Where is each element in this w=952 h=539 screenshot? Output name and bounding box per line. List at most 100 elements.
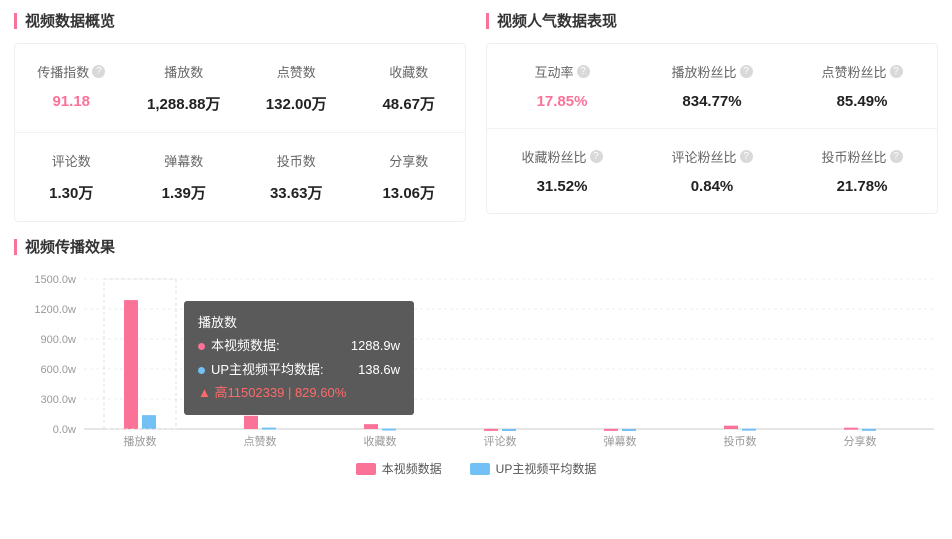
svg-text:600.0w: 600.0w [41, 364, 77, 376]
stat-label: 评论粉丝比? [671, 147, 752, 166]
stat-value: 834.77% [643, 93, 781, 110]
bar[interactable] [622, 429, 636, 431]
chart-legend: 本视频数据 UP主视频平均数据 [14, 460, 938, 478]
help-icon[interactable]: ? [590, 150, 603, 163]
stat-cell: 投币粉丝比? 21.78% [787, 128, 937, 213]
stat-label-text: 投币粉丝比 [821, 147, 886, 166]
bar[interactable] [502, 429, 516, 431]
popularity-card: 互动率? 17.85% 播放粉丝比? 834.77% 点赞粉丝比? 85.49% 收藏粉丝比… [486, 43, 938, 214]
stat-cell: 播放数 1,288.88万 [128, 44, 241, 132]
overview-title: 视频数据概览 [14, 10, 466, 31]
stat-value: 1.30万 [21, 182, 122, 203]
svg-text:播放数: 播放数 [124, 434, 157, 448]
stat-label: 播放数 [164, 62, 203, 81]
effect-section: 视频传播效果 0.0w300.0w600.0w900.0w1200.0w1500… [0, 222, 952, 478]
svg-text:1200.0w: 1200.0w [34, 304, 76, 316]
stat-label: 评论数 [52, 151, 91, 170]
stat-label: 点赞数 [277, 62, 316, 81]
popularity-title-text: 视频人气数据表现 [497, 10, 617, 31]
legend-label: 本视频数据 [382, 460, 442, 477]
svg-text:300.0w: 300.0w [41, 394, 77, 406]
legend-swatch [470, 463, 490, 475]
bar[interactable] [604, 429, 618, 431]
legend-item[interactable]: 本视频数据 [356, 460, 442, 477]
chart-container: 0.0w300.0w600.0w900.0w1200.0w1500.0w播放数点… [14, 269, 938, 454]
stat-label: 收藏数 [389, 62, 428, 81]
stat-value: 33.63万 [246, 182, 347, 203]
bar[interactable] [262, 428, 276, 430]
help-icon[interactable]: ? [890, 150, 903, 163]
overview-title-text: 视频数据概览 [25, 10, 115, 31]
stat-label: 点赞粉丝比? [821, 62, 902, 81]
stat-value: 13.06万 [359, 182, 460, 203]
stat-value: 21.78% [793, 178, 931, 195]
svg-text:评论数: 评论数 [484, 434, 517, 448]
legend-item[interactable]: UP主视频平均数据 [470, 460, 597, 477]
title-accent [14, 239, 17, 255]
effect-title: 视频传播效果 [14, 236, 938, 257]
stat-value: 1,288.88万 [134, 93, 235, 114]
svg-text:0.0w: 0.0w [53, 424, 76, 436]
stat-label-text: 点赞数 [277, 62, 316, 81]
help-icon[interactable]: ? [740, 150, 753, 163]
svg-text:点赞数: 点赞数 [244, 435, 277, 448]
bar[interactable] [364, 424, 378, 429]
stat-cell: 收藏粉丝比? 31.52% [487, 128, 637, 213]
stat-value: 31.52% [493, 178, 631, 195]
bar[interactable] [724, 426, 738, 429]
stat-label-text: 播放粉丝比 [671, 62, 736, 81]
stat-cell: 点赞数 132.00万 [240, 44, 353, 132]
stat-label: 播放粉丝比? [671, 62, 752, 81]
stat-cell: 播放粉丝比? 834.77% [637, 44, 787, 128]
stat-label-text: 分享数 [389, 151, 428, 170]
stat-cell: 收藏数 48.67万 [353, 44, 466, 132]
bar[interactable] [124, 300, 138, 429]
stat-cell: 投币数 33.63万 [240, 132, 353, 221]
stat-value: 132.00万 [246, 93, 347, 114]
stat-value: 1.39万 [134, 182, 235, 203]
stat-value: 91.18 [21, 93, 122, 110]
stat-value: 48.67万 [359, 93, 460, 114]
title-accent [14, 13, 17, 29]
bar[interactable] [742, 429, 756, 431]
stat-cell: 分享数 13.06万 [353, 132, 466, 221]
stat-value: 85.49% [793, 93, 931, 110]
stat-cell: 评论粉丝比? 0.84% [637, 128, 787, 213]
stat-label-text: 点赞粉丝比 [821, 62, 886, 81]
stat-value: 17.85% [493, 93, 631, 110]
stat-label-text: 传播指数 [37, 62, 89, 81]
bar[interactable] [382, 429, 396, 431]
stat-label-text: 互动率 [534, 62, 573, 81]
svg-text:弹幕数: 弹幕数 [604, 434, 637, 448]
help-icon[interactable]: ? [577, 65, 590, 78]
stat-label: 分享数 [389, 151, 428, 170]
bar[interactable] [862, 429, 876, 431]
bar-chart: 0.0w300.0w600.0w900.0w1200.0w1500.0w播放数点… [14, 269, 938, 454]
help-icon[interactable]: ? [92, 65, 105, 78]
bar[interactable] [484, 429, 498, 431]
stat-label-text: 收藏数 [389, 62, 428, 81]
stat-cell: 点赞粉丝比? 85.49% [787, 44, 937, 128]
stat-cell: 传播指数? 91.18 [15, 44, 128, 132]
legend-label: UP主视频平均数据 [496, 460, 597, 477]
bar[interactable] [142, 415, 156, 429]
stat-label-text: 弹幕数 [164, 151, 203, 170]
stat-value: 0.84% [643, 178, 781, 195]
bar[interactable] [844, 428, 858, 430]
stat-cell: 弹幕数 1.39万 [128, 132, 241, 221]
help-icon[interactable]: ? [890, 65, 903, 78]
stat-label: 传播指数? [37, 62, 105, 81]
stat-cell: 评论数 1.30万 [15, 132, 128, 221]
legend-swatch [356, 463, 376, 475]
stat-label-text: 播放数 [164, 62, 203, 81]
bar[interactable] [244, 416, 258, 429]
stat-label-text: 评论粉丝比 [671, 147, 736, 166]
stat-label: 收藏粉丝比? [521, 147, 602, 166]
effect-title-text: 视频传播效果 [25, 236, 115, 257]
stat-label-text: 投币数 [277, 151, 316, 170]
help-icon[interactable]: ? [740, 65, 753, 78]
title-accent [486, 13, 489, 29]
popularity-title: 视频人气数据表现 [486, 10, 938, 31]
stat-label: 弹幕数 [164, 151, 203, 170]
stat-label: 互动率? [534, 62, 589, 81]
